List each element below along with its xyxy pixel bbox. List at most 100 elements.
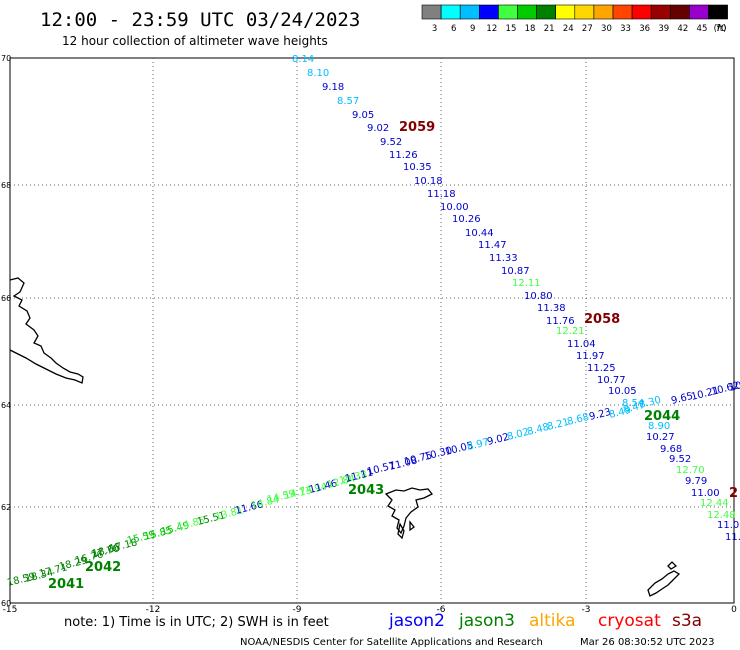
footer-credit: NOAA/NESDIS Center for Satellite Applica… bbox=[240, 637, 543, 648]
wave-height-label: 10. bbox=[728, 379, 740, 394]
coastline-shetland bbox=[647, 561, 681, 597]
legend-swatch bbox=[612, 4, 633, 20]
legend-swatch bbox=[574, 4, 595, 20]
legend-bin-label: 30 bbox=[601, 24, 612, 34]
wave-height-label: 8.47 bbox=[622, 400, 646, 416]
legend-bin-label: 3 bbox=[432, 24, 437, 34]
wave-height-label: 11.00 bbox=[691, 488, 720, 499]
wave-height-label: 9.79 bbox=[685, 476, 707, 487]
wave-height-label: 9.52 bbox=[669, 454, 691, 465]
legend-bin-label: 39 bbox=[658, 24, 669, 34]
mission-name-s3a: s3a bbox=[672, 611, 702, 631]
latitude-tick: 64 bbox=[1, 401, 11, 410]
footer-note: note: 1) Time is in UTC; 2) SWH is in fe… bbox=[64, 615, 329, 630]
latitude-tick: 66 bbox=[1, 294, 11, 303]
legend-swatch bbox=[689, 4, 709, 20]
wave-height-label: 11. bbox=[725, 532, 740, 543]
wave-height-label: 11.0 bbox=[717, 520, 739, 531]
legend-bin-label: 9 bbox=[470, 24, 475, 34]
pass-number-label: 2058 bbox=[584, 312, 620, 327]
legend-bin-label: 70 bbox=[716, 24, 727, 34]
legend-swatch bbox=[478, 4, 499, 20]
legend-bin-label: 6 bbox=[451, 24, 456, 34]
wave-height-label: 10.26 bbox=[452, 214, 481, 225]
wave-height-label: 8.49 bbox=[608, 405, 632, 421]
legend-swatch bbox=[498, 4, 518, 20]
mission-name-cryosat: cryosat bbox=[598, 611, 661, 631]
wave-height-label: 8.21 bbox=[546, 417, 570, 433]
wave-height-label: 9.68 bbox=[660, 444, 682, 455]
coastline bbox=[9, 277, 681, 597]
wave-height-label: 10.18 bbox=[414, 176, 443, 187]
wave-height-label: 8.68 bbox=[566, 412, 590, 428]
legend-swatch bbox=[459, 4, 480, 20]
wave-height-label: 8.54 bbox=[622, 398, 644, 409]
longitude-tick: -3 bbox=[582, 605, 591, 615]
coastline-faroe-islands bbox=[384, 487, 434, 540]
wave-height-label: 10.05 bbox=[608, 386, 637, 397]
wave-height-label: 8.30 bbox=[638, 395, 662, 411]
legend-bin-label: 21 bbox=[544, 24, 555, 34]
wave-height-label: 12.21 bbox=[556, 326, 585, 337]
map-title: 12:00 - 23:59 UTC 03/24/2023 bbox=[40, 9, 360, 31]
mission-name-altika: altika bbox=[529, 611, 576, 631]
mission-legend: jason2 jason3 altika cryosat s3a bbox=[388, 611, 702, 631]
legend-bin-label: 18 bbox=[525, 24, 536, 34]
graticule bbox=[10, 58, 734, 603]
wave-height-label: 12.70 bbox=[676, 465, 705, 476]
wave-height-label: 10.27 bbox=[646, 432, 675, 443]
legend-bin-label: 24 bbox=[563, 24, 574, 34]
latitude-tick: 62 bbox=[1, 503, 11, 512]
pass-number-label: 2042 bbox=[85, 560, 121, 575]
wave-height-label: 10.77 bbox=[597, 375, 626, 386]
wave-height-label: 11.38 bbox=[537, 303, 566, 314]
satellite-track-b: 18.5918.3417.7118.2916.7617.7017.1818.66… bbox=[6, 379, 740, 592]
wave-height-label: 8.90 bbox=[648, 421, 670, 432]
latitude-tick: 68 bbox=[1, 181, 11, 190]
legend-bin-label: 45 bbox=[697, 24, 708, 34]
pass-number-label: 2059 bbox=[399, 120, 435, 135]
wave-height-label: 10.44 bbox=[465, 228, 494, 239]
latitude-tick-labels: 70 68 66 64 62 60 bbox=[1, 54, 11, 608]
wave-height-label: 9.65 bbox=[670, 391, 694, 407]
wave-height-label: 8.97 bbox=[466, 437, 490, 453]
longitude-tick: -6 bbox=[437, 605, 446, 615]
legend-bin-label: 15 bbox=[506, 24, 517, 34]
wave-height-label: 11.33 bbox=[489, 253, 518, 264]
legend-unit: (ft) bbox=[714, 24, 727, 34]
mission-name-jason3: jason3 bbox=[458, 611, 515, 631]
map-frame bbox=[9, 57, 735, 604]
wave-height-label: 11.76 bbox=[546, 316, 575, 327]
legend-swatch bbox=[517, 4, 537, 20]
wave-height-label: 9.23 bbox=[588, 407, 612, 423]
legend-swatch bbox=[650, 4, 671, 20]
wave-height-label: 12.48 bbox=[707, 510, 736, 521]
legend-swatch bbox=[440, 4, 461, 20]
legend-swatch bbox=[555, 4, 576, 20]
wave-height-label: 8.10 bbox=[307, 68, 329, 79]
legend-swatch bbox=[593, 4, 614, 20]
wave-height-label: 11.18 bbox=[427, 189, 456, 200]
legend-bin-label: 33 bbox=[620, 24, 631, 34]
coastline-iceland-east bbox=[9, 277, 84, 384]
longitude-tick: -15 bbox=[3, 605, 18, 615]
wave-height-label: 10.87 bbox=[501, 266, 530, 277]
legend-bin-label: 42 bbox=[677, 24, 688, 34]
wave-height-label: 10.00 bbox=[440, 202, 469, 213]
longitude-tick: 0 bbox=[731, 605, 737, 615]
legend-bin-label: 36 bbox=[639, 24, 650, 34]
wave-height-label: 9.52 bbox=[380, 137, 402, 148]
legend-bin-label: 12 bbox=[486, 24, 497, 34]
pass-number-label: 2043 bbox=[348, 483, 384, 498]
edge-pass-label: 2 bbox=[729, 486, 738, 501]
longitude-tick: -12 bbox=[146, 605, 161, 615]
wave-height-label: 10.80 bbox=[524, 291, 553, 302]
pass-number-label: 2041 bbox=[48, 577, 84, 592]
wave-height-label: 11.04 bbox=[567, 339, 596, 350]
wave-height-label: 8.48 bbox=[526, 422, 550, 438]
longitude-tick-labels: -15 -12 -9 -6 -3 0 bbox=[3, 605, 737, 615]
wave-height-label: 12.44 bbox=[700, 498, 729, 509]
latitude-tick: 60 bbox=[1, 599, 11, 608]
wave-height-label: 9.02 bbox=[367, 123, 389, 134]
